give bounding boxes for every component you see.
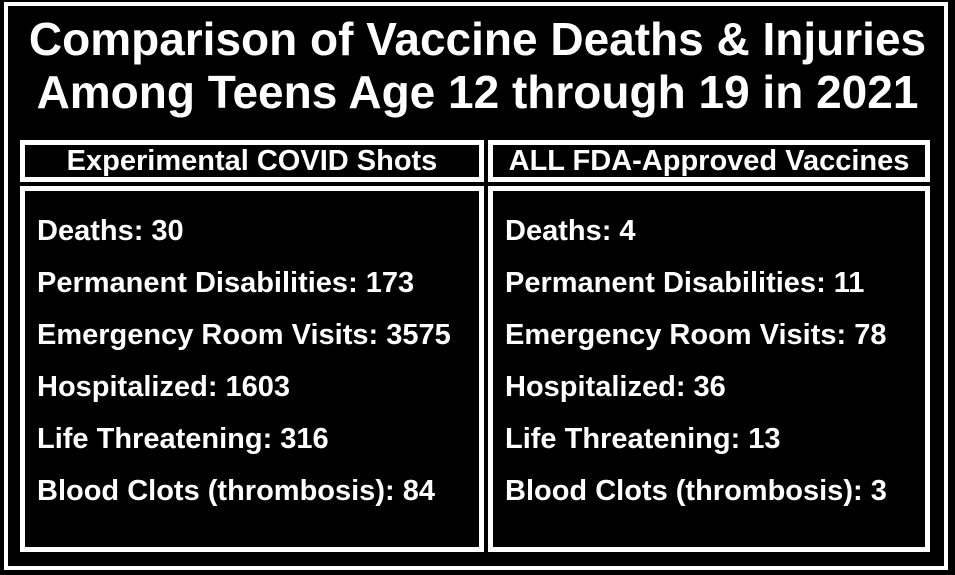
stat-value: 36	[693, 371, 726, 403]
stat-value: 78	[854, 319, 887, 351]
stat-value: 4	[619, 215, 636, 247]
stat-item-blood-clots: Blood Clots (thrombosis): 3	[493, 465, 925, 517]
stat-separator: :	[133, 215, 152, 247]
stat-item-hospitalized: Hospitalized: 36	[493, 361, 925, 413]
stat-label: Hospitalized	[37, 371, 208, 403]
stat-label: Emergency Room Visits	[505, 319, 837, 351]
stat-item-life-threatening: Life Threatening: 316	[25, 413, 479, 465]
stat-separator: :	[852, 475, 871, 507]
stat-value: 1603	[225, 371, 291, 403]
stat-value: 30	[151, 215, 184, 247]
title-line-2: Among Teens Age 12 through 19 in 2021	[36, 66, 919, 118]
stat-label: Permanent Disabilities	[37, 267, 349, 299]
column-header-label: Experimental COVID Shots	[66, 145, 438, 177]
stat-label: Blood Clots (thrombosis)	[505, 475, 853, 507]
stat-value: 84	[402, 475, 435, 507]
column-body-covid-shots: Deaths: 30 Permanent Disabilities: 173 E…	[20, 186, 484, 552]
column-header-fda-vaccines: ALL FDA-Approved Vaccines	[488, 140, 930, 182]
column-fda-approved-vaccines: ALL FDA-Approved Vaccines Deaths: 4 Perm…	[488, 140, 930, 552]
stat-separator: :	[730, 423, 749, 455]
stat-separator: :	[384, 475, 403, 507]
stat-item-deaths: Deaths: 4	[493, 205, 925, 257]
stat-label: Blood Clots (thrombosis)	[37, 475, 385, 507]
stat-separator: :	[675, 371, 694, 403]
stat-separator: :	[816, 267, 834, 299]
column-body-fda-vaccines: Deaths: 4 Permanent Disabilities: 11 Eme…	[488, 186, 930, 552]
stat-item-life-threatening: Life Threatening: 13	[493, 413, 925, 465]
stat-separator: :	[836, 319, 855, 351]
stat-label: Deaths	[37, 215, 134, 247]
column-experimental-covid-shots: Experimental COVID Shots Deaths: 30 Perm…	[20, 140, 484, 552]
stat-value: 316	[280, 423, 329, 455]
stat-item-permanent-disabilities: Permanent Disabilities: 173	[25, 257, 479, 309]
stat-value: 3575	[386, 319, 451, 351]
stat-separator: :	[262, 423, 281, 455]
stat-label: Life Threatening	[37, 423, 263, 455]
stat-separator: :	[368, 319, 387, 351]
stat-item-deaths: Deaths: 30	[25, 205, 479, 257]
stat-item-hospitalized: Hospitalized: 1603	[25, 361, 479, 413]
stat-value: 13	[748, 423, 781, 455]
stat-label: Life Threatening	[505, 423, 731, 455]
stat-item-emergency-room-visits: Emergency Room Visits: 78	[493, 309, 925, 361]
stat-value: 173	[365, 267, 415, 299]
stat-separator: :	[207, 371, 226, 403]
stat-label: Emergency Room Visits	[37, 319, 369, 351]
stat-item-emergency-room-visits: Emergency Room Visits: 3575	[25, 309, 479, 361]
title-line-1: Comparison of Vaccine Deaths & Injuries	[28, 13, 927, 65]
stat-separator: :	[601, 215, 620, 247]
stat-item-permanent-disabilities: Permanent Disabilities: 11	[493, 257, 925, 309]
stat-value: 3	[870, 475, 887, 507]
page-title: Comparison of Vaccine Deaths & Injuries …	[0, 13, 955, 119]
stat-value: 11	[833, 267, 865, 299]
stat-item-blood-clots: Blood Clots (thrombosis): 84	[25, 465, 479, 517]
column-header-label: ALL FDA-Approved Vaccines	[508, 145, 910, 177]
stat-label: Deaths	[505, 215, 602, 247]
stat-label: Hospitalized	[505, 371, 676, 403]
stat-label: Permanent Disabilities	[505, 267, 817, 299]
stat-separator: :	[348, 267, 366, 299]
comparison-table: Experimental COVID Shots Deaths: 30 Perm…	[20, 140, 930, 552]
column-header-covid-shots: Experimental COVID Shots	[20, 140, 484, 182]
